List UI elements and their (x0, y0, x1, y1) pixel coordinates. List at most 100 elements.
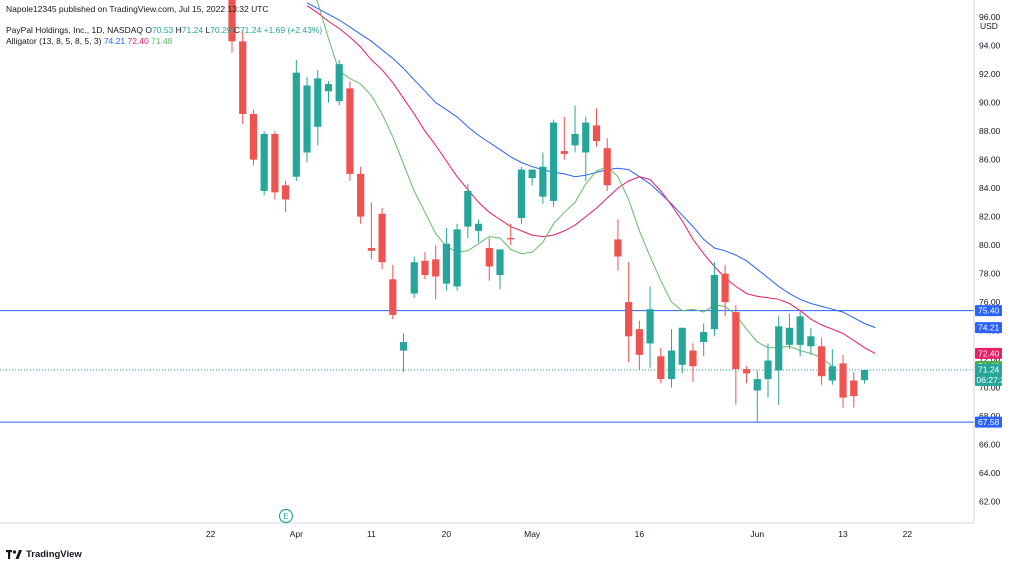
candle-body (453, 229, 461, 287)
ohlc-value-c: 71.24 (239, 25, 262, 35)
candle-body (367, 247, 375, 251)
candle (528, 169, 536, 186)
price-badge-label: 75.40 (978, 306, 1000, 316)
candle-body (796, 316, 804, 345)
candle (464, 183, 472, 238)
candle (742, 366, 751, 384)
ohlc-key-l: L (203, 25, 211, 35)
teeth-value: 72.40 (127, 36, 149, 46)
candle-body (324, 84, 333, 92)
ohlc-value-o: 70.53 (152, 25, 174, 35)
candle-body (539, 166, 547, 197)
price-tick-label: 82.00 (979, 212, 1001, 222)
candle (249, 109, 258, 166)
candle (550, 119, 558, 207)
candle-body (571, 133, 579, 146)
candle-body (775, 326, 783, 371)
price-badge-label: 74.21 (978, 323, 1000, 333)
candle (796, 312, 804, 357)
ohlc-value-h: 71.24 (181, 25, 204, 35)
time-tick-label: Apr (290, 529, 303, 539)
candle (860, 369, 869, 384)
price-badge-label: 67.58 (978, 417, 1000, 427)
teeth-line (306, 5, 876, 354)
tradingview-logo[interactable]: TradingView (6, 549, 82, 560)
candle (228, 0, 236, 53)
candle-body (785, 327, 794, 345)
lips-line (316, 0, 833, 367)
time-axis[interactable]: 22 Apr 11 20 May 16 Jun 13 22 (206, 529, 913, 539)
price-tick-label: 92.00 (979, 69, 1001, 79)
time-tick-label: 20 (442, 529, 452, 539)
candle-body (614, 239, 622, 257)
indicator-legend[interactable]: Alligator (13, 8, 5, 8, 5, 3) 74.21 72.4… (6, 36, 172, 46)
candle (818, 337, 826, 385)
price-tick-label: 90.00 (979, 98, 1001, 108)
price-tick-label: 72.00 (979, 354, 1001, 364)
candle (271, 131, 279, 200)
price-tick-label: 78.00 (979, 269, 1001, 279)
candle-body (753, 379, 761, 391)
candle-body (303, 85, 311, 153)
candle (764, 343, 772, 398)
price-tick-label: 96.00 (979, 12, 1001, 22)
candle (357, 166, 365, 224)
candle-body (507, 237, 515, 240)
candle-body (517, 169, 526, 219)
jaw-value: 74.21 (103, 36, 126, 46)
symbol-legend: PayPal Holdings, Inc., 1D, NASDAQ O70.53… (6, 25, 322, 35)
candle (775, 316, 783, 405)
candle (807, 327, 815, 355)
candle-body (314, 78, 322, 127)
candle (303, 76, 311, 163)
price-tick-label: 80.00 (979, 240, 1001, 250)
candle-body (410, 262, 418, 294)
candle-body (474, 223, 483, 231)
time-tick-label: 22 (903, 529, 913, 539)
candle-body (292, 72, 300, 177)
ohlc-key-o: O (145, 25, 153, 35)
candle (239, 31, 247, 124)
price-badge-bg (975, 416, 1002, 428)
candle (828, 349, 836, 385)
candle-body (839, 363, 847, 398)
earnings-marker[interactable]: E (278, 508, 294, 524)
price-tick-label: 66.00 (979, 440, 1001, 450)
candle (367, 202, 375, 260)
candle (689, 343, 697, 382)
earnings-marker-label: E (283, 512, 288, 521)
candle (710, 262, 718, 337)
candle-body (228, 0, 236, 42)
candle-body (667, 350, 676, 380)
price-badge: 75.40 (975, 305, 1002, 317)
candle (582, 116, 590, 181)
jaw-line (306, 2, 876, 329)
price-badge-bg (975, 363, 1002, 386)
candle (453, 223, 461, 291)
tradingview-logo-text: TradingView (26, 549, 82, 560)
candle-body (689, 350, 697, 367)
candle-body (678, 327, 686, 365)
candle (603, 138, 611, 191)
candle-body (860, 369, 869, 381)
candle (389, 265, 397, 320)
price-badge: 74.21 (975, 322, 1002, 334)
horizontal-lines[interactable] (0, 310, 974, 423)
price-badge-label: 72.40 (978, 348, 1000, 358)
candle-body (346, 88, 354, 174)
candle-body (710, 275, 718, 330)
candle (560, 116, 568, 160)
candle (399, 333, 408, 372)
candle-body (282, 185, 290, 200)
candle (539, 152, 547, 204)
candle (625, 262, 633, 362)
candle (282, 180, 290, 213)
candle-body (485, 247, 493, 267)
candles (228, 0, 869, 423)
publish-info: Napole12345 published on TradingView.com… (6, 4, 269, 14)
price-axis[interactable]: 62.0064.0066.0068.0070.0072.0074.0076.00… (979, 12, 1001, 507)
candle (785, 313, 794, 350)
